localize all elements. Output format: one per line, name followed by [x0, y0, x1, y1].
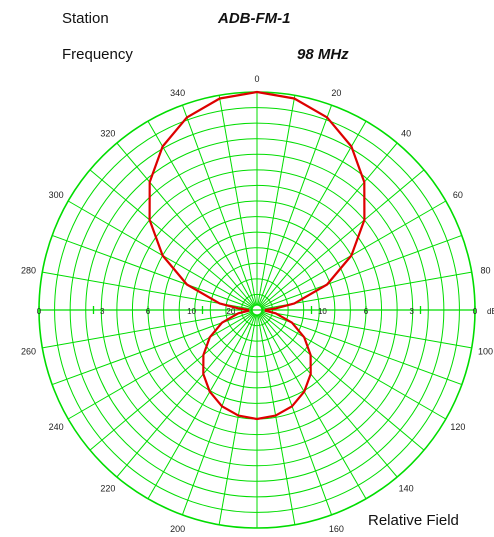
frequency-value: 98 MHz	[297, 46, 349, 63]
grid-spoke	[259, 142, 398, 307]
radial-label: 10	[187, 307, 196, 316]
grid-spoke	[147, 313, 256, 500]
frequency-label: Frequency	[62, 46, 133, 63]
angle-label: 160	[329, 524, 344, 534]
radial-label: 0	[473, 307, 478, 316]
radial-label: 0	[37, 307, 42, 316]
grid-spoke	[260, 312, 425, 451]
angle-label: 120	[450, 422, 465, 432]
grid-spoke	[67, 200, 254, 309]
angle-label: 60	[453, 190, 463, 200]
angle-label: 20	[331, 88, 341, 98]
grid-spoke	[116, 142, 255, 307]
angle-label: 260	[21, 346, 36, 356]
grid-spoke	[260, 311, 447, 420]
angle-label: 200	[170, 524, 185, 534]
grid-spoke	[258, 313, 333, 516]
grid-spoke	[258, 104, 333, 307]
grid-spoke	[260, 200, 447, 309]
angle-label: 340	[170, 88, 185, 98]
grid-spoke	[147, 120, 256, 307]
radial-label: 3	[100, 307, 105, 316]
grid-spoke	[258, 120, 367, 307]
angle-label: 320	[100, 128, 115, 138]
grid-spoke	[67, 311, 254, 420]
radial-label: 3	[410, 307, 415, 316]
angle-label: 100	[478, 346, 493, 356]
angle-label: 0	[254, 74, 259, 84]
radial-label: 20	[226, 307, 235, 316]
grid-spoke	[258, 313, 367, 500]
pattern-curve	[148, 90, 366, 421]
grid-spoke	[257, 314, 296, 525]
grid-spoke	[116, 313, 255, 478]
grid-spoke	[181, 104, 256, 307]
grid-spoke	[260, 234, 463, 309]
relative-field-caption: Relative Field	[368, 512, 459, 529]
grid-spoke	[259, 313, 398, 478]
angle-label: 140	[399, 484, 414, 494]
grid-spoke	[42, 310, 253, 349]
grid-spoke	[89, 312, 254, 451]
station-label: Station	[62, 10, 109, 27]
radial-label: 6	[364, 307, 369, 316]
grid-spoke	[260, 311, 463, 386]
angle-label: 80	[480, 266, 490, 276]
grid-spoke	[51, 311, 254, 386]
angle-label: 240	[49, 422, 64, 432]
station-value: ADB-FM-1	[218, 10, 291, 27]
grid-spoke	[257, 95, 296, 306]
grid-spoke	[218, 314, 257, 525]
angle-label: 280	[21, 266, 36, 276]
grid-spoke	[89, 169, 254, 308]
angle-label: 220	[100, 484, 115, 494]
angle-label: 300	[49, 190, 64, 200]
grid-spoke	[260, 169, 425, 308]
grid-spoke	[218, 95, 257, 306]
grid-spoke	[181, 313, 256, 516]
grid-spoke	[51, 234, 254, 309]
radial-label: 6	[146, 307, 151, 316]
radial-unit-label: dB	[487, 307, 494, 316]
grid-spoke	[261, 310, 472, 349]
radial-label: 10	[318, 307, 327, 316]
angle-label: 40	[401, 128, 411, 138]
